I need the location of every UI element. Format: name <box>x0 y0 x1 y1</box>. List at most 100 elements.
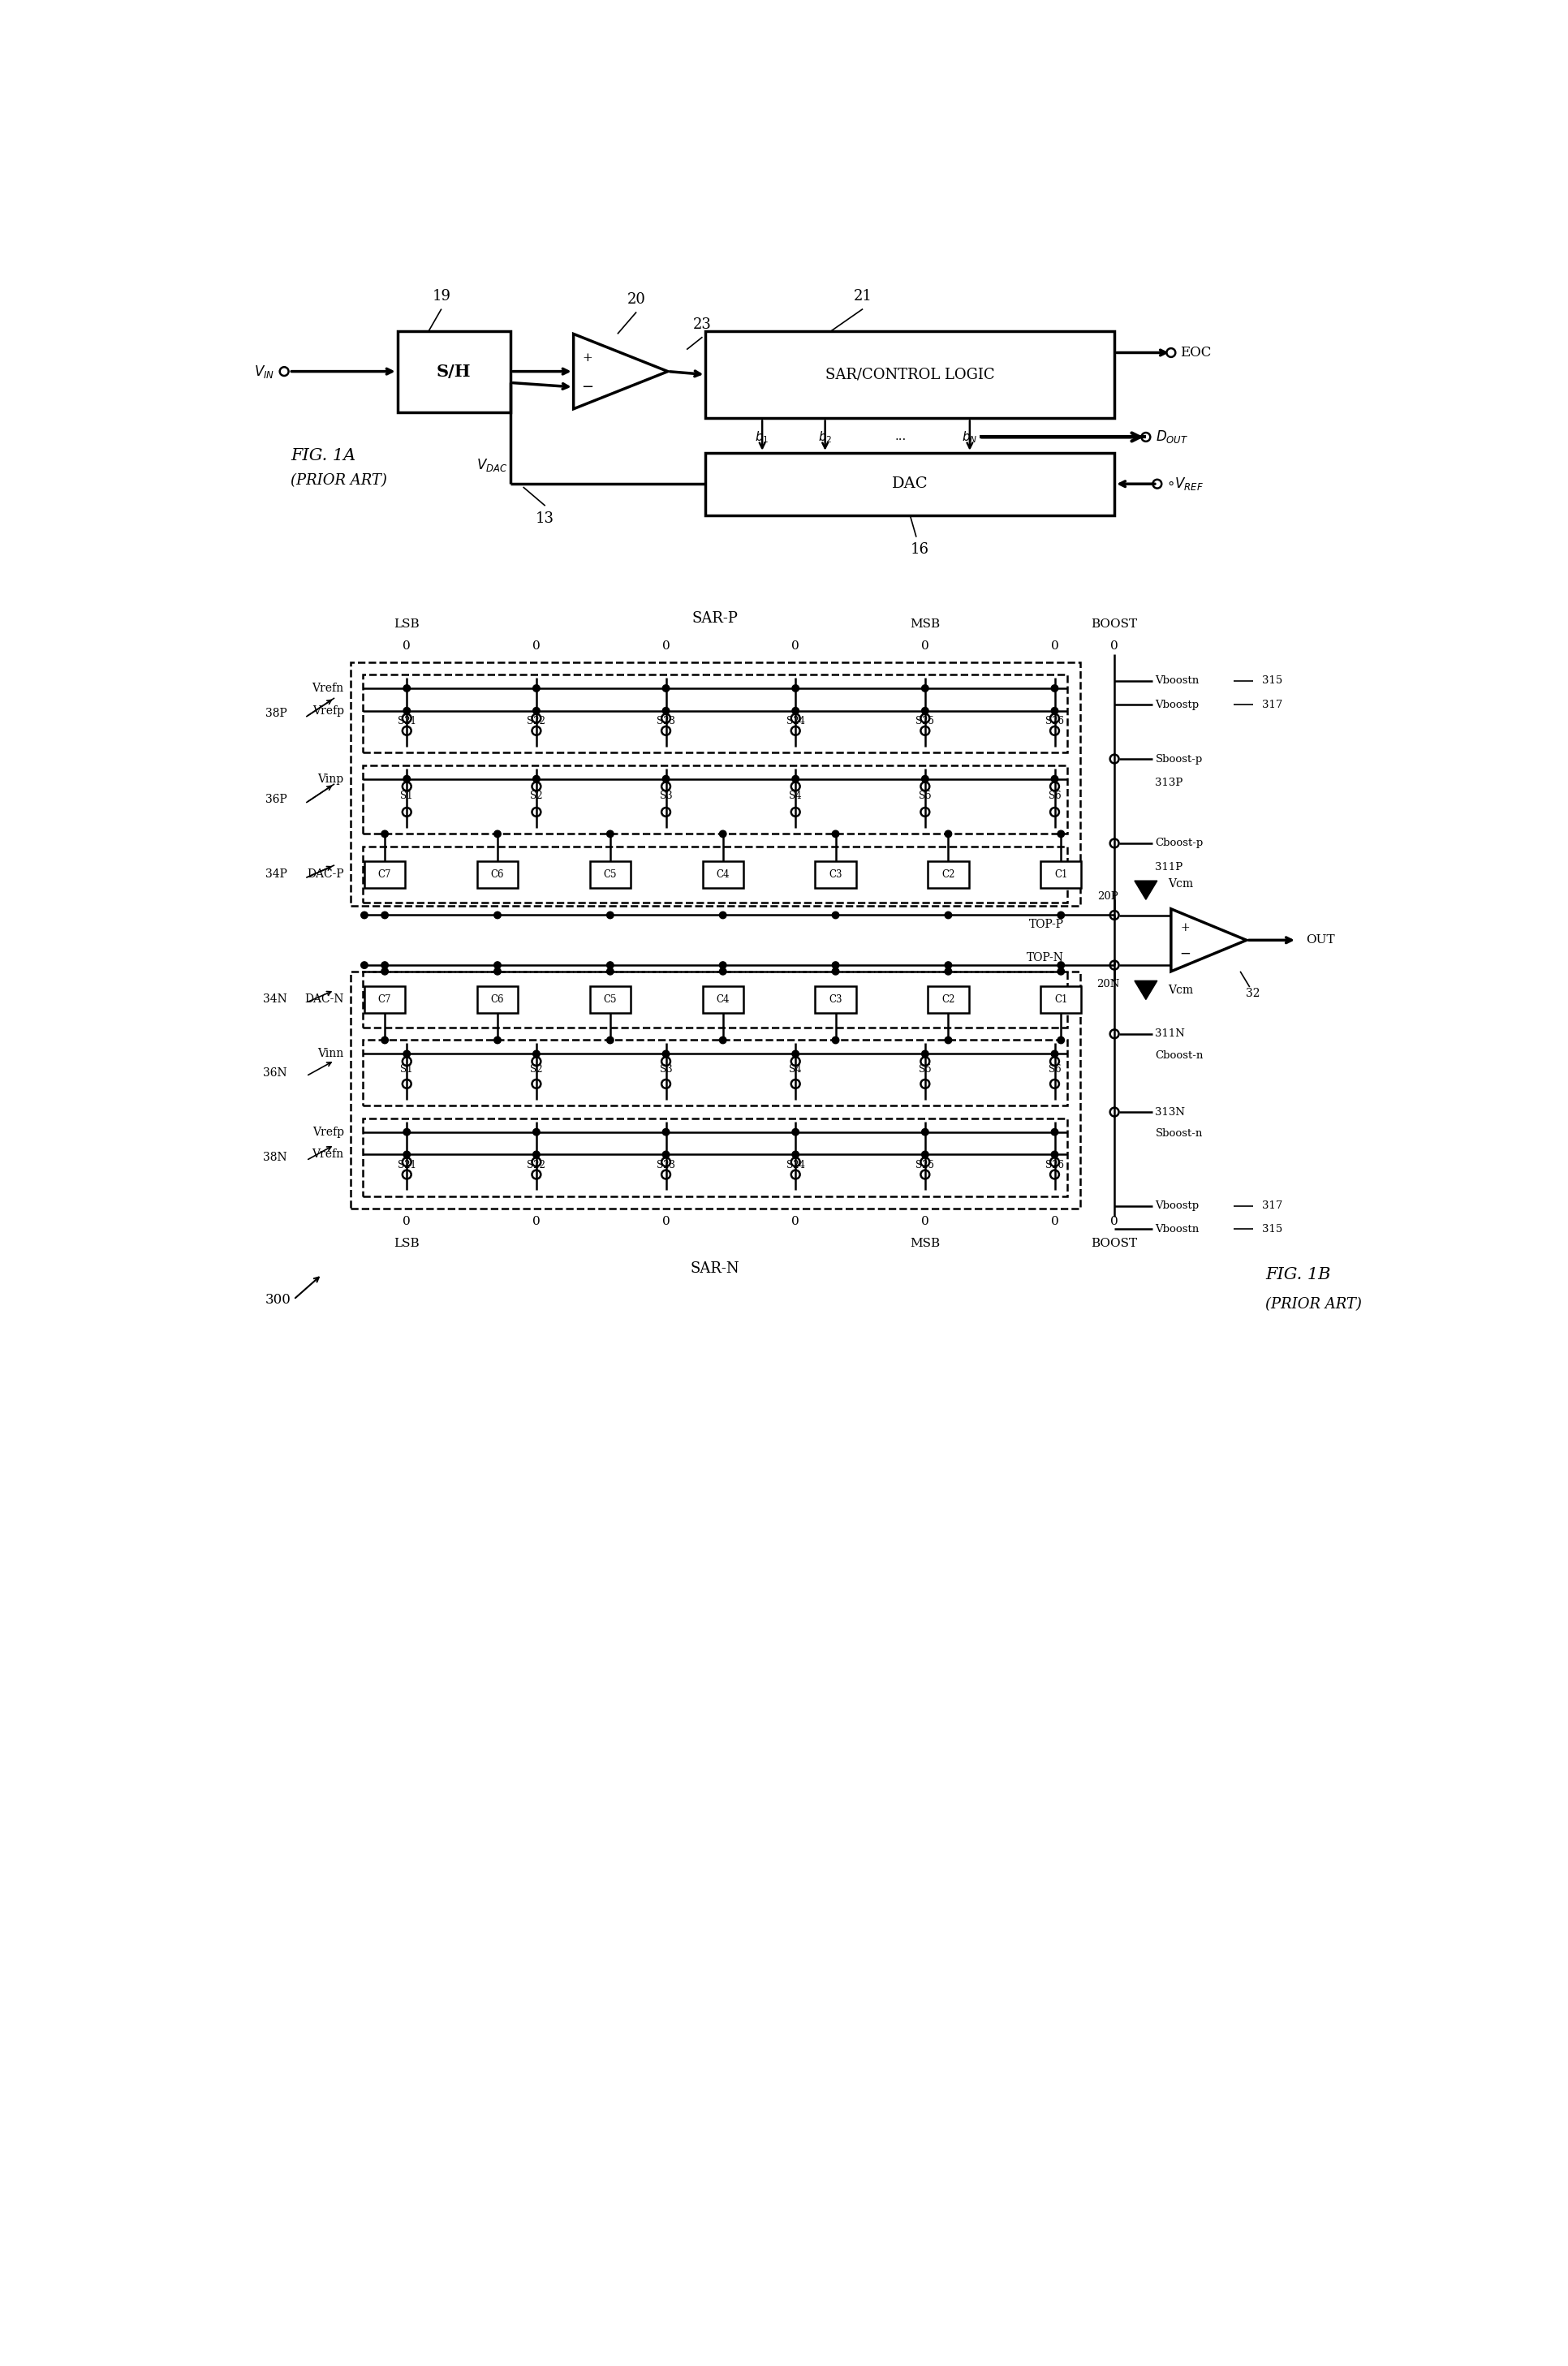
Circle shape <box>381 961 387 968</box>
Circle shape <box>792 1129 798 1136</box>
Circle shape <box>1051 1152 1057 1157</box>
Circle shape <box>381 968 387 975</box>
Text: S6: S6 <box>1047 790 1060 802</box>
Circle shape <box>533 776 539 783</box>
Text: Vrefn: Vrefn <box>312 1150 343 1159</box>
Text: 315: 315 <box>1262 677 1283 686</box>
Text: DAC-N: DAC-N <box>304 994 343 1006</box>
Circle shape <box>533 1129 539 1136</box>
Bar <box>362 674 1066 752</box>
Circle shape <box>831 830 839 838</box>
Text: TOP-N: TOP-N <box>1027 951 1063 963</box>
Text: C3: C3 <box>828 868 842 880</box>
Circle shape <box>944 968 952 975</box>
Circle shape <box>920 707 928 715</box>
Text: S23: S23 <box>657 1159 674 1171</box>
Text: Vrefn: Vrefn <box>312 684 343 693</box>
Circle shape <box>607 911 613 918</box>
Text: C5: C5 <box>604 868 616 880</box>
Text: 317: 317 <box>1262 700 1283 710</box>
Text: S21: S21 <box>397 717 416 726</box>
Text: 32: 32 <box>1245 987 1259 998</box>
Circle shape <box>944 911 952 918</box>
Text: Sboost-n: Sboost-n <box>1154 1129 1203 1138</box>
Text: (PRIOR ART): (PRIOR ART) <box>1265 1297 1361 1311</box>
Text: 317: 317 <box>1262 1200 1283 1211</box>
Circle shape <box>607 1036 613 1043</box>
Text: 0: 0 <box>532 641 539 653</box>
Circle shape <box>662 684 670 691</box>
Text: OUT: OUT <box>1306 935 1334 946</box>
Text: 0: 0 <box>662 641 670 653</box>
Circle shape <box>662 776 670 783</box>
Text: SAR/CONTROL LOGIC: SAR/CONTROL LOGIC <box>825 367 994 381</box>
Bar <box>362 972 1066 1027</box>
Text: Vboostn: Vboostn <box>1154 677 1198 686</box>
Text: FIG. 1B: FIG. 1B <box>1265 1266 1330 1282</box>
Circle shape <box>403 1051 411 1058</box>
Text: C6: C6 <box>491 994 503 1006</box>
Text: C7: C7 <box>378 994 392 1006</box>
Text: 0: 0 <box>792 641 800 653</box>
Text: S3: S3 <box>659 1065 673 1074</box>
Text: MSB: MSB <box>909 620 939 629</box>
Circle shape <box>607 830 613 838</box>
Circle shape <box>1051 1129 1057 1136</box>
Bar <box>927 861 967 887</box>
Circle shape <box>607 961 613 968</box>
Text: 313N: 313N <box>1154 1107 1185 1117</box>
Circle shape <box>1057 1036 1063 1043</box>
Text: 300: 300 <box>265 1292 290 1306</box>
Bar <box>477 987 517 1013</box>
Text: C4: C4 <box>717 994 729 1006</box>
Text: 20P: 20P <box>1098 892 1118 901</box>
Circle shape <box>720 911 726 918</box>
Text: S26: S26 <box>1044 1159 1063 1171</box>
Bar <box>590 861 630 887</box>
Circle shape <box>403 776 411 783</box>
Text: Vrefp: Vrefp <box>312 1126 343 1138</box>
Circle shape <box>1057 961 1063 968</box>
Circle shape <box>533 1051 539 1058</box>
Text: $V_{IN}$: $V_{IN}$ <box>254 364 274 379</box>
Text: 0: 0 <box>532 1216 539 1228</box>
Text: S2: S2 <box>530 1065 543 1074</box>
Text: S21: S21 <box>397 1159 416 1171</box>
Text: 315: 315 <box>1262 1223 1283 1235</box>
Text: Vcm: Vcm <box>1167 878 1193 890</box>
Text: S24: S24 <box>786 1159 804 1171</box>
Circle shape <box>607 968 613 975</box>
Text: C3: C3 <box>828 994 842 1006</box>
Text: C6: C6 <box>491 868 503 880</box>
Circle shape <box>720 968 726 975</box>
Text: $D_{OUT}$: $D_{OUT}$ <box>1154 428 1187 445</box>
Text: S1: S1 <box>400 790 412 802</box>
Text: S26: S26 <box>1044 717 1063 726</box>
Circle shape <box>494 830 500 838</box>
Bar <box>706 331 1113 419</box>
Circle shape <box>1057 911 1063 918</box>
Circle shape <box>662 1152 670 1157</box>
Text: S3: S3 <box>659 790 673 802</box>
Text: $b_N$: $b_N$ <box>961 431 977 445</box>
Text: Vrefp: Vrefp <box>312 705 343 717</box>
Text: 20: 20 <box>627 293 646 308</box>
Circle shape <box>662 707 670 715</box>
Text: S25: S25 <box>916 1159 935 1171</box>
Text: 0: 0 <box>1051 1216 1058 1228</box>
Text: 20N: 20N <box>1096 980 1120 989</box>
Text: LSB: LSB <box>394 620 419 629</box>
Text: Sboost-p: Sboost-p <box>1154 755 1203 764</box>
Bar <box>1040 861 1080 887</box>
Circle shape <box>920 1129 928 1136</box>
Text: $\circ V_{REF}$: $\circ V_{REF}$ <box>1165 476 1203 492</box>
Text: S2: S2 <box>530 790 543 802</box>
Text: DAC: DAC <box>892 476 928 492</box>
Text: +: + <box>1179 923 1189 932</box>
Text: C2: C2 <box>941 868 955 880</box>
Text: Vinp: Vinp <box>318 774 343 786</box>
Text: DAC-P: DAC-P <box>307 868 343 880</box>
Circle shape <box>720 961 726 968</box>
Circle shape <box>533 1152 539 1157</box>
Circle shape <box>494 1036 500 1043</box>
